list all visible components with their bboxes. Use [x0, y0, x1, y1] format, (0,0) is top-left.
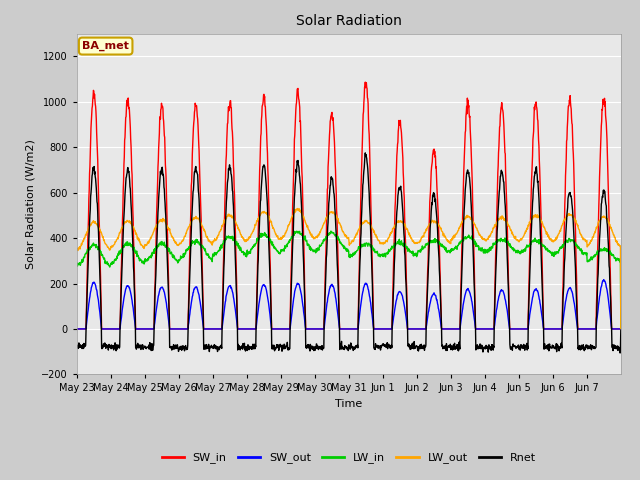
- LW_out: [335, 220, 342, 226]
- LW_in: [335, 236, 342, 241]
- Line: Rnet: Rnet: [77, 153, 621, 353]
- SW_in: [158, 105, 166, 110]
- SW_in: [617, 326, 625, 332]
- LW_in: [557, 245, 564, 251]
- SW_out: [610, 326, 618, 332]
- Line: LW_in: LW_in: [77, 231, 621, 328]
- SW_out: [73, 326, 81, 332]
- LW_in: [477, 248, 485, 254]
- SW_out: [335, 315, 342, 321]
- Line: SW_out: SW_out: [77, 280, 621, 329]
- Rnet: [617, 327, 625, 333]
- SW_in: [362, 79, 369, 85]
- LW_in: [327, 228, 335, 234]
- Legend: SW_in, SW_out, LW_in, LW_out, Rnet: SW_in, SW_out, LW_in, LW_out, Rnet: [157, 448, 540, 468]
- Text: BA_met: BA_met: [82, 41, 129, 51]
- LW_out: [617, 325, 625, 331]
- Rnet: [610, 342, 618, 348]
- SW_in: [335, 268, 342, 274]
- Line: LW_out: LW_out: [77, 208, 621, 328]
- Rnet: [324, 219, 332, 225]
- SW_in: [557, 326, 564, 332]
- Rnet: [158, 165, 166, 171]
- SW_in: [477, 326, 485, 332]
- SW_out: [324, 294, 332, 300]
- LW_out: [557, 226, 564, 231]
- LW_out: [477, 235, 485, 240]
- X-axis label: Time: Time: [335, 399, 362, 409]
- Rnet: [73, 342, 81, 348]
- LW_in: [158, 239, 166, 244]
- LW_out: [73, 246, 81, 252]
- LW_out: [293, 205, 301, 211]
- Rnet: [557, 341, 564, 347]
- SW_in: [73, 326, 81, 332]
- SW_out: [600, 277, 607, 283]
- LW_in: [324, 232, 332, 238]
- Y-axis label: Solar Radiation (W/m2): Solar Radiation (W/m2): [26, 139, 36, 269]
- Title: Solar Radiation: Solar Radiation: [296, 14, 402, 28]
- Line: SW_in: SW_in: [77, 82, 621, 329]
- SW_in: [610, 326, 618, 332]
- SW_in: [324, 164, 332, 169]
- LW_in: [73, 262, 81, 268]
- Rnet: [335, 290, 342, 296]
- Rnet: [616, 350, 624, 356]
- Rnet: [477, 346, 485, 352]
- LW_out: [610, 232, 618, 238]
- SW_out: [477, 326, 484, 332]
- SW_out: [158, 284, 166, 290]
- LW_in: [610, 254, 618, 260]
- SW_out: [617, 326, 625, 332]
- LW_out: [158, 217, 166, 223]
- Rnet: [362, 150, 369, 156]
- SW_out: [557, 326, 564, 332]
- LW_in: [617, 325, 625, 331]
- LW_out: [324, 212, 332, 217]
